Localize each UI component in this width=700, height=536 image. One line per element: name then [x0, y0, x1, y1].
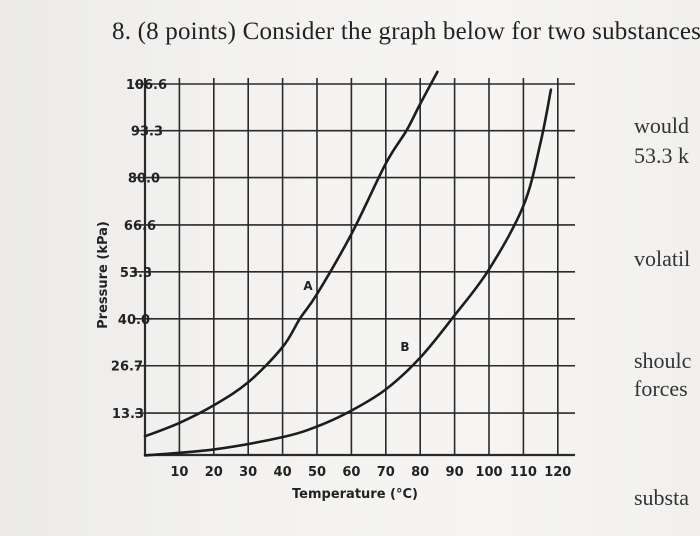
x-tick-label: 60	[342, 465, 360, 480]
x-tick-label: 10	[170, 465, 188, 480]
x-tick-label: 70	[377, 465, 395, 480]
y-tick-label: 13.3	[112, 407, 144, 422]
chart-grid	[135, 78, 575, 457]
curve-label-B: B	[400, 340, 409, 354]
y-tick-label: 66.6	[124, 219, 156, 234]
question-text: 8. (8 points) Consider the graph below f…	[112, 18, 700, 46]
x-tick-label: 50	[308, 465, 326, 480]
question-number: 8.	[112, 18, 132, 45]
x-tick-label: 100	[475, 465, 502, 480]
y-tick-label: 93.3	[131, 125, 163, 140]
curve-label-A: A	[303, 279, 313, 293]
x-axis-tick-labels: 10 20 30 40 50 60 70 80 90 100 110 120	[170, 465, 571, 480]
side-text-4: shoulc	[634, 348, 692, 373]
x-tick-label: 110	[510, 465, 537, 480]
side-text-1: would	[634, 113, 689, 138]
side-text-5: forces	[634, 376, 688, 401]
side-text-3: volatil	[634, 246, 691, 271]
x-tick-label: 90	[446, 465, 464, 480]
side-text-6: substa	[634, 485, 689, 510]
y-tick-label: 53.3	[120, 266, 152, 281]
chart-curves: AB	[143, 70, 553, 457]
x-tick-label: 40	[274, 465, 292, 480]
x-tick-label: 20	[205, 465, 223, 480]
side-text-2: 53.3 k	[634, 143, 689, 168]
x-tick-label: 80	[411, 465, 429, 480]
y-tick-label: 106.6	[126, 78, 167, 93]
y-tick-label: 26.7	[111, 360, 143, 375]
curve-A	[143, 70, 439, 438]
y-axis-tick-labels: 13.3 26.7 40.0 53.3 66.6 80.0 93.3 106.6	[111, 78, 167, 422]
y-axis-label: Pressure (kPa)	[96, 221, 111, 329]
x-axis-label: Temperature (°C)	[292, 487, 418, 502]
x-tick-label: 120	[544, 465, 571, 480]
y-tick-label: 80.0	[128, 172, 160, 187]
question-body: (8 points) Consider the graph below for …	[137, 18, 700, 45]
curve-B	[143, 88, 553, 457]
x-tick-label: 30	[239, 465, 257, 480]
y-tick-label: 40.0	[118, 313, 150, 328]
